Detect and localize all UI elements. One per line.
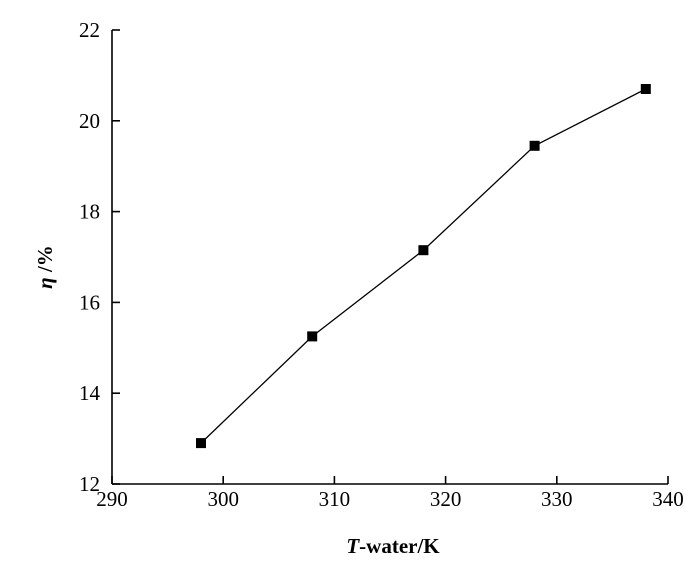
axes xyxy=(111,30,668,485)
data-point-marker xyxy=(307,331,318,342)
x-tick-label: 340 xyxy=(652,487,684,511)
x-tick-label: 290 xyxy=(96,487,128,511)
y-tick-label: 16 xyxy=(79,290,100,314)
data-point-marker xyxy=(196,438,206,449)
series xyxy=(196,84,651,449)
y-tick-label: 20 xyxy=(79,109,100,133)
data-point-marker xyxy=(418,245,429,256)
y-tick-label: 14 xyxy=(79,381,101,405)
x-tick-label: 300 xyxy=(207,487,239,511)
x-tick-label: 320 xyxy=(430,487,462,511)
x-tick-label: 330 xyxy=(541,487,573,511)
ticks: 290 300 310 320 330 340 12 14 16 18 20 22 xyxy=(79,18,684,511)
x-axis-title: T-water/K xyxy=(346,534,440,558)
y-tick-label: 22 xyxy=(79,18,100,42)
x-axis-title-text: -water/K xyxy=(359,534,440,558)
y-axis-title-symbol: η xyxy=(33,277,57,289)
x-axis-title-symbol: T xyxy=(346,534,360,558)
x-tick-label: 310 xyxy=(319,487,351,511)
series-line xyxy=(200,88,647,444)
y-tick-label: 12 xyxy=(79,472,100,496)
y-axis-title-text: /% xyxy=(33,245,57,277)
data-point-marker xyxy=(529,140,540,151)
data-point-marker xyxy=(640,84,651,94)
y-tick-label: 18 xyxy=(79,200,100,224)
y-axis-title: η /% xyxy=(33,245,57,289)
